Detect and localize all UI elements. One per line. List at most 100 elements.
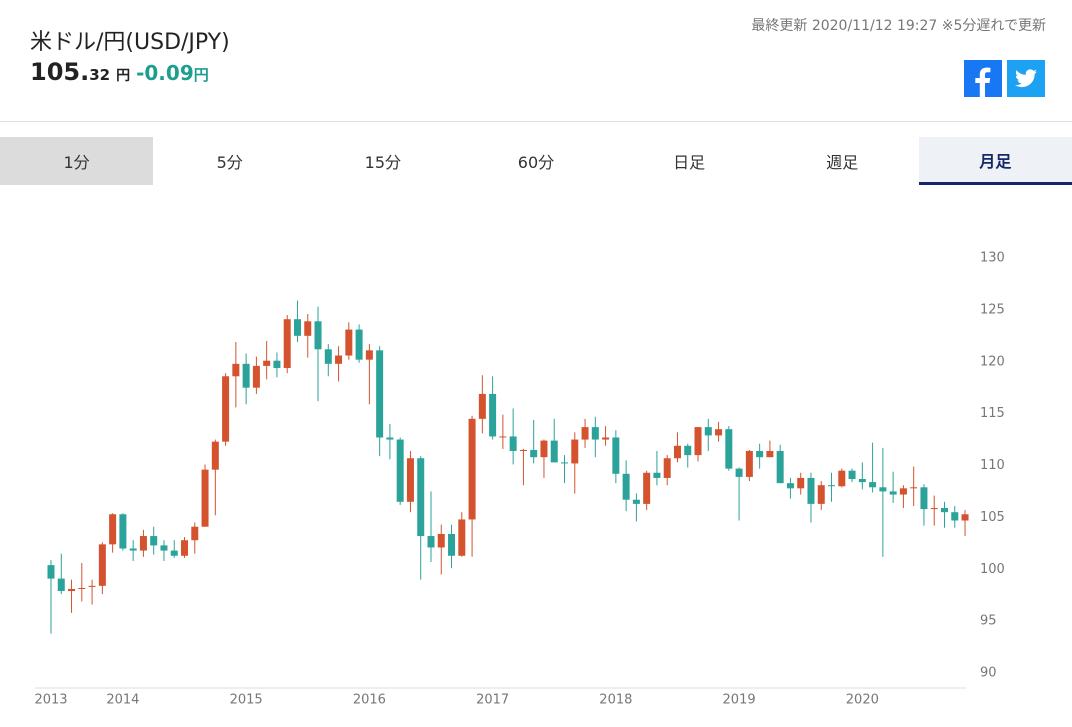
candle-body <box>345 329 353 356</box>
candle-body <box>448 533 456 556</box>
candle-body <box>632 499 640 504</box>
candle-body <box>786 483 794 489</box>
candle-body <box>181 540 189 556</box>
x-tick-label: 2016 <box>353 693 386 708</box>
pair-title: 米ドル/円(USD/JPY) <box>30 30 230 55</box>
x-tick-label: 2020 <box>846 693 879 708</box>
candle-body <box>160 545 168 551</box>
candle-body <box>376 350 384 438</box>
y-tick-label: 95 <box>980 614 997 629</box>
candle-body <box>365 350 373 360</box>
candle-body <box>961 514 969 521</box>
candle-body <box>694 427 702 456</box>
candle-body <box>232 363 240 377</box>
candle-body <box>951 512 959 521</box>
y-tick-label: 90 <box>980 666 997 681</box>
x-tick-label: 2015 <box>230 693 263 708</box>
candle-body <box>335 355 343 364</box>
candle-body <box>489 393 497 437</box>
candle-body <box>817 485 825 504</box>
candle-body <box>47 565 55 579</box>
candle-body <box>273 360 281 368</box>
period-tab[interactable]: 60分 <box>517 153 555 172</box>
candle-body <box>838 470 846 487</box>
candle-body <box>889 491 897 495</box>
period-tab[interactable]: 1分 <box>0 137 154 185</box>
period-tab[interactable]: 週足 <box>826 153 859 172</box>
x-tick-label: 2014 <box>106 693 139 708</box>
chart: 90 95 100 105 110 115 120 125 130 2013 2014 2015 201… <box>34 251 1005 708</box>
candle-body <box>406 458 414 502</box>
y-tick-label: 130 <box>980 251 1005 266</box>
candle-body <box>869 482 877 488</box>
candle-body <box>139 536 147 551</box>
candle-body <box>704 427 712 436</box>
change-unit: 円 <box>193 66 209 84</box>
candle-body <box>57 578 65 592</box>
twitter-button[interactable] <box>1007 60 1045 97</box>
candle-body <box>396 439 404 502</box>
candle-body <box>684 445 692 456</box>
candle-body <box>715 429 723 436</box>
candle-body <box>766 450 774 458</box>
candle-body <box>478 393 486 419</box>
x-tick-label: 2017 <box>476 693 509 708</box>
price-sub: 32 <box>89 66 111 84</box>
candle-body <box>119 514 127 549</box>
candle-body <box>643 472 651 504</box>
price-change: -0.09 <box>136 61 194 85</box>
candle-body <box>550 440 558 463</box>
candle-body <box>653 472 661 478</box>
facebook-button[interactable] <box>964 60 1002 97</box>
price: 105.32 円 -0.09円 <box>30 58 209 86</box>
candle-body <box>263 360 271 366</box>
candle-body <box>211 441 219 470</box>
candle-body <box>68 588 76 592</box>
candle-body <box>324 349 332 364</box>
candle-body <box>807 477 815 504</box>
period-tab[interactable]: 日足 <box>673 153 706 172</box>
candle-body <box>191 526 199 541</box>
y-tick-label: 110 <box>980 458 1005 473</box>
candle-body <box>828 485 836 487</box>
y-tick-label: 125 <box>980 302 1005 317</box>
candle-body <box>602 437 610 440</box>
candle-body <box>314 321 322 350</box>
candle-body <box>509 436 517 451</box>
y-tick-label: 105 <box>980 510 1005 525</box>
y-tick-label: 120 <box>980 354 1005 369</box>
candle-body <box>561 462 568 464</box>
candle-body <box>304 321 312 336</box>
candle-body <box>797 477 805 489</box>
candle-body <box>88 585 96 587</box>
candle-body <box>581 427 589 440</box>
candle-body <box>222 376 230 442</box>
period-tab[interactable]: 15分 <box>364 153 402 172</box>
candle-body <box>612 437 620 474</box>
candle-body <box>109 514 117 545</box>
period-tab[interactable]: 月足 <box>918 137 1072 185</box>
updated-time: 最終更新 2020/11/12 19:27 ※5分遅れで更新 <box>751 18 1046 34</box>
candle-body <box>899 488 907 495</box>
period-tab[interactable]: 5分 <box>216 153 243 172</box>
candle-body <box>571 439 579 464</box>
candle-body <box>283 319 291 368</box>
candle-body <box>530 449 538 458</box>
candle-body <box>591 427 599 440</box>
candle-body <box>201 469 209 527</box>
candle-body <box>170 550 178 556</box>
period-tabs: 1分 5分 15分 60分 日足 週足 月足 <box>0 137 1072 186</box>
candle-body <box>427 536 435 548</box>
candle-body <box>293 319 301 336</box>
x-tick-label: 2018 <box>599 693 632 708</box>
candle-body <box>417 458 425 537</box>
candle-body <box>622 473 630 500</box>
candle-body <box>499 436 507 438</box>
candle-body <box>150 536 158 546</box>
candle-body <box>252 365 260 388</box>
y-tick-label: 100 <box>980 562 1005 577</box>
y-tick-label: 115 <box>980 406 1005 421</box>
candle-body <box>78 587 86 589</box>
candle-body <box>879 487 887 492</box>
